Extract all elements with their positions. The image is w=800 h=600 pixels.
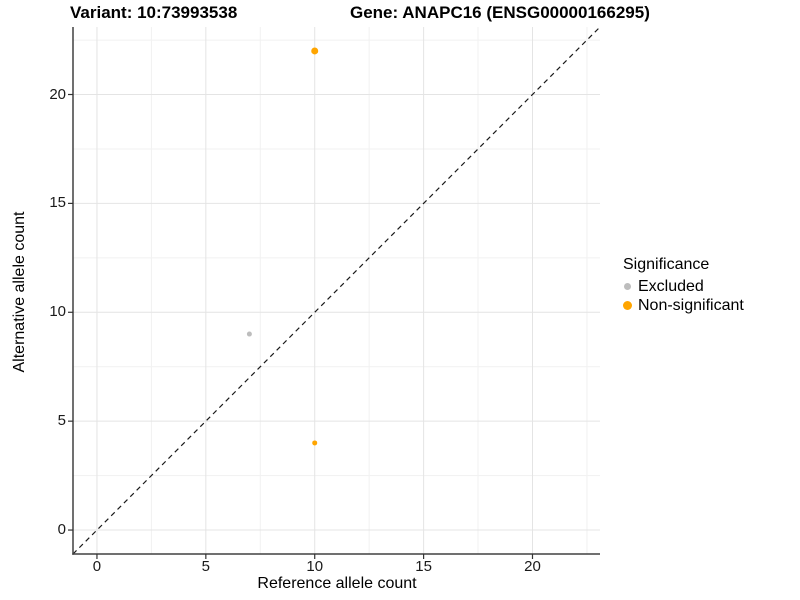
- gene-title: Gene: ANAPC16 (ENSG00000166295): [350, 3, 650, 22]
- y-tick-label: 0: [57, 521, 66, 539]
- x-tick-label: 5: [201, 558, 210, 575]
- x-tick-label: 20: [524, 558, 541, 575]
- legend-item-excluded: Excluded: [613, 277, 744, 296]
- x-tick-label: 0: [92, 558, 102, 575]
- legend-title: Significance: [623, 256, 710, 273]
- data-point-non-significant: [311, 47, 319, 55]
- y-tick-label: 10: [49, 303, 66, 321]
- x-axis-title: Reference allele count: [257, 575, 417, 592]
- y-tick-label: 15: [49, 194, 66, 212]
- x-tick-label: 15: [415, 558, 432, 575]
- identity-line: [72, 26, 601, 555]
- legend-item-non-significant: Non-significant: [613, 296, 744, 315]
- y-tick-label: 5: [57, 412, 66, 430]
- x-tick-label: 10: [306, 558, 324, 575]
- data-point-excluded: [246, 331, 252, 337]
- legend-item-label: Excluded: [638, 277, 704, 295]
- legend-item-label: Non-significant: [638, 296, 744, 314]
- y-tick-label: 20: [49, 85, 66, 103]
- variant-title: Variant: 10:73993538: [70, 3, 238, 22]
- excluded-dot-icon: [619, 283, 635, 290]
- y-axis-title: Alternative allele count: [11, 211, 28, 373]
- non-significant-dot-icon: [619, 301, 635, 310]
- data-point-non-significant: [312, 440, 318, 446]
- legend: Significance Excluded Non-significant: [613, 256, 744, 315]
